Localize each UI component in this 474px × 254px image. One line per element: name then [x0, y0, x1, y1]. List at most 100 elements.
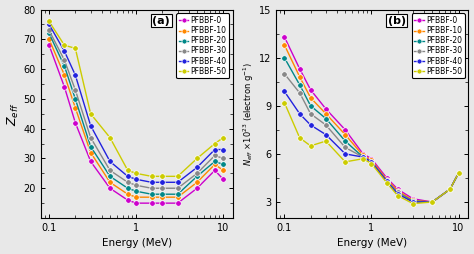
PFBBF-0 — [360, 152, 366, 155]
PFBBF-30 — [133, 184, 139, 187]
PFBBF-30 — [46, 29, 52, 32]
PFBBF-50 — [369, 162, 374, 165]
PFBBF-30 — [73, 88, 78, 91]
PFBBF-0 — [384, 177, 390, 180]
PFBBF-10 — [194, 181, 200, 184]
PFBBF-20 — [456, 172, 461, 175]
PFBBF-50 — [456, 172, 461, 175]
Line: PFBBF-30: PFBBF-30 — [46, 28, 226, 191]
PFBBF-20 — [395, 191, 401, 194]
PFBBF-50 — [410, 202, 416, 205]
PFBBF-20 — [323, 117, 329, 120]
PFBBF-0 — [369, 157, 374, 160]
PFBBF-50 — [384, 181, 390, 184]
PFBBF-20 — [175, 193, 181, 196]
PFBBF-50 — [342, 160, 348, 163]
PFBBF-40 — [410, 200, 416, 203]
Line: PFBBF-20: PFBBF-20 — [282, 55, 461, 205]
PFBBF-0 — [282, 35, 287, 38]
PFBBF-20 — [73, 97, 78, 100]
Text: (a): (a) — [152, 16, 170, 26]
PFBBF-40 — [88, 124, 93, 127]
PFBBF-50 — [160, 175, 165, 178]
PFBBF-40 — [73, 74, 78, 77]
PFBBF-10 — [149, 196, 155, 199]
PFBBF-40 — [62, 50, 67, 53]
PFBBF-0 — [125, 199, 131, 202]
PFBBF-10 — [220, 169, 226, 172]
PFBBF-20 — [194, 175, 200, 178]
PFBBF-40 — [323, 133, 329, 136]
PFBBF-30 — [384, 180, 390, 183]
PFBBF-20 — [125, 187, 131, 190]
PFBBF-30 — [107, 169, 113, 172]
PFBBF-10 — [384, 178, 390, 181]
PFBBF-50 — [175, 175, 181, 178]
PFBBF-30 — [88, 136, 93, 139]
PFBBF-40 — [46, 23, 52, 26]
PFBBF-50 — [88, 112, 93, 115]
X-axis label: Energy (MeV): Energy (MeV) — [337, 239, 407, 248]
PFBBF-50 — [46, 20, 52, 23]
Y-axis label: $N_{eff}$ ×10$^{23}$ (electron g$^{-1}$): $N_{eff}$ ×10$^{23}$ (electron g$^{-1}$) — [242, 62, 256, 166]
PFBBF-30 — [160, 187, 165, 190]
PFBBF-10 — [175, 196, 181, 199]
PFBBF-20 — [107, 175, 113, 178]
PFBBF-0 — [395, 188, 401, 191]
PFBBF-50 — [194, 157, 200, 160]
PFBBF-30 — [194, 172, 200, 175]
PFBBF-50 — [73, 47, 78, 50]
PFBBF-30 — [149, 187, 155, 190]
PFBBF-10 — [88, 151, 93, 154]
PFBBF-0 — [107, 187, 113, 190]
PFBBF-0 — [194, 187, 200, 190]
X-axis label: Energy (MeV): Energy (MeV) — [102, 239, 172, 248]
PFBBF-20 — [410, 200, 416, 203]
PFBBF-50 — [297, 136, 302, 139]
Text: (b): (b) — [388, 16, 406, 26]
PFBBF-40 — [384, 180, 390, 183]
PFBBF-50 — [133, 172, 139, 175]
Legend: PFBBF-0, PFBBF-10, PFBBF-20, PFBBF-30, PFBBF-40, PFBBF-50: PFBBF-0, PFBBF-10, PFBBF-20, PFBBF-30, P… — [412, 13, 465, 78]
PFBBF-30 — [395, 191, 401, 194]
PFBBF-20 — [369, 160, 374, 163]
PFBBF-20 — [447, 188, 453, 191]
PFBBF-10 — [323, 112, 329, 115]
PFBBF-20 — [160, 193, 165, 196]
PFBBF-50 — [395, 194, 401, 197]
Line: PFBBF-10: PFBBF-10 — [46, 37, 226, 200]
PFBBF-10 — [360, 154, 366, 157]
PFBBF-50 — [447, 188, 453, 191]
PFBBF-40 — [194, 166, 200, 169]
PFBBF-50 — [149, 175, 155, 178]
PFBBF-50 — [107, 136, 113, 139]
PFBBF-40 — [456, 172, 461, 175]
PFBBF-40 — [125, 175, 131, 178]
PFBBF-20 — [384, 180, 390, 183]
PFBBF-50 — [220, 136, 226, 139]
PFBBF-0 — [308, 88, 313, 91]
PFBBF-20 — [220, 163, 226, 166]
PFBBF-50 — [360, 157, 366, 160]
PFBBF-0 — [342, 128, 348, 131]
PFBBF-10 — [282, 43, 287, 46]
PFBBF-40 — [175, 181, 181, 184]
PFBBF-50 — [308, 144, 313, 147]
PFBBF-50 — [125, 169, 131, 172]
Line: PFBBF-0: PFBBF-0 — [282, 34, 461, 205]
Y-axis label: $Z_{eff}$: $Z_{eff}$ — [6, 102, 21, 125]
PFBBF-0 — [133, 202, 139, 205]
PFBBF-0 — [212, 169, 218, 172]
PFBBF-30 — [447, 188, 453, 191]
PFBBF-30 — [62, 59, 67, 62]
PFBBF-40 — [107, 160, 113, 163]
PFBBF-0 — [447, 188, 453, 191]
PFBBF-50 — [429, 200, 435, 203]
PFBBF-20 — [62, 65, 67, 68]
PFBBF-0 — [73, 121, 78, 124]
PFBBF-10 — [410, 199, 416, 202]
PFBBF-20 — [212, 160, 218, 163]
Line: PFBBF-50: PFBBF-50 — [282, 100, 461, 206]
PFBBF-10 — [212, 163, 218, 166]
PFBBF-10 — [125, 193, 131, 196]
